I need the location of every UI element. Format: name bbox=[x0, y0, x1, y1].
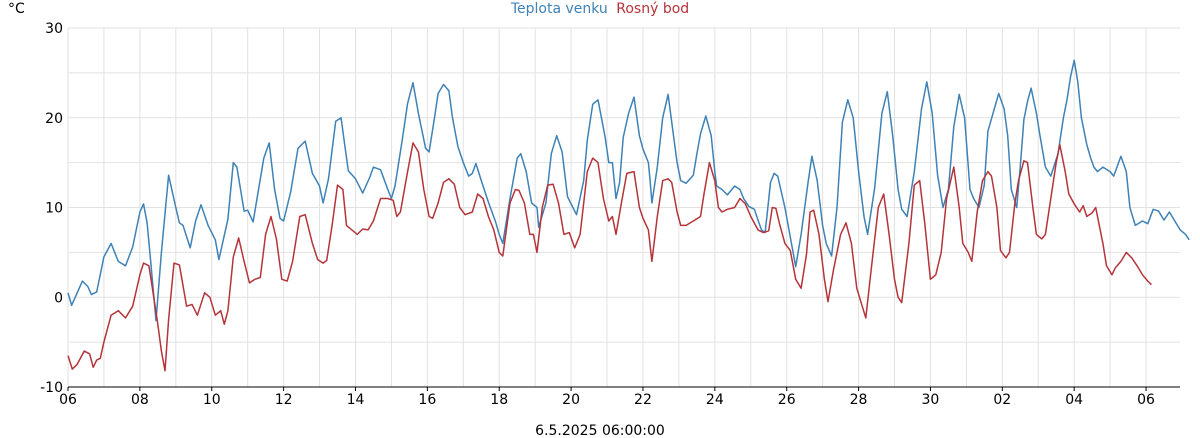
grid-lines bbox=[67, 27, 1180, 388]
x-tick-label: 02 bbox=[993, 392, 1011, 408]
legend-item-rosny-bod: Rosný bod bbox=[616, 1, 689, 17]
x-tick-label: 18 bbox=[490, 392, 508, 408]
y-tick-label: 30 bbox=[45, 21, 63, 37]
y-tick-label: 10 bbox=[45, 201, 63, 217]
legend-item-teplota-venku: Teplota venku bbox=[510, 1, 608, 17]
x-axis-ticks: 06 08 10 12 14 16 18 20 22 24 26 28 30 02 04 06 bbox=[59, 387, 1155, 408]
x-tick-label: 12 bbox=[275, 392, 293, 408]
y-tick-label: -10 bbox=[40, 380, 63, 396]
unit-label: °C bbox=[8, 1, 25, 17]
x-tick-label: 10 bbox=[203, 392, 221, 408]
y-tick-label: 20 bbox=[45, 111, 63, 127]
x-tick-label: 28 bbox=[850, 392, 868, 408]
x-tick-label: 06 bbox=[1137, 392, 1155, 408]
y-axis-ticks: -10 0 10 20 30 bbox=[40, 21, 63, 396]
x-tick-label: 26 bbox=[778, 392, 796, 408]
series-line-0 bbox=[67, 59, 1190, 322]
x-tick-label: 16 bbox=[418, 392, 436, 408]
x-tick-label: 24 bbox=[706, 392, 724, 408]
x-tick-label: 22 bbox=[634, 392, 652, 408]
x-tick-label: 14 bbox=[347, 392, 365, 408]
timestamp-label: 6.5.2025 06:00:00 bbox=[535, 423, 665, 438]
x-tick-label: 30 bbox=[922, 392, 940, 408]
y-tick-label: 0 bbox=[54, 290, 63, 306]
x-tick-label: 06 bbox=[59, 392, 77, 408]
series-line-1 bbox=[67, 142, 1152, 372]
x-tick-label: 04 bbox=[1065, 392, 1083, 408]
x-tick-label: 08 bbox=[131, 392, 149, 408]
legend: Teplota venku Rosný bod bbox=[510, 1, 689, 17]
series-layer bbox=[67, 59, 1190, 372]
x-tick-label: 20 bbox=[562, 392, 580, 408]
